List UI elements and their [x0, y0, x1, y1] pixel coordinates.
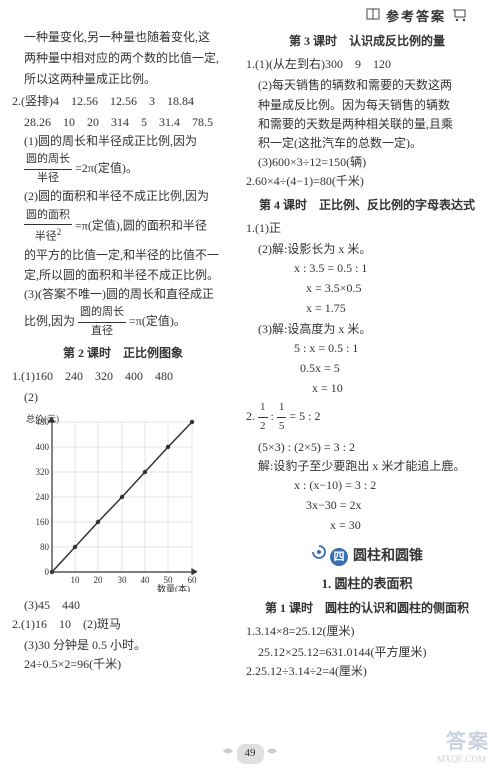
fraction-denominator: 直径	[78, 323, 126, 341]
fraction: 圆的周长 半径	[24, 151, 72, 187]
fraction-denominator: 半径	[24, 170, 72, 188]
svg-text:80: 80	[40, 542, 50, 552]
text-line: (2)	[12, 388, 234, 407]
text-line: (1)圆的周长和半径成正比例,因为	[12, 132, 234, 151]
text-line: (2)解:设影长为 x 米。	[246, 240, 488, 259]
svg-text:320: 320	[36, 467, 50, 477]
equation-line: 0.5x = 5	[246, 359, 488, 378]
cart-icon	[452, 6, 470, 28]
equation-line: x = 3.5×0.5	[246, 279, 488, 298]
equation-tail: =π(定值)。	[129, 314, 186, 328]
text-line: 所以这两种量成正比例。	[12, 70, 234, 89]
text-line: 28.26 10 20 314 5 31.4 78.5	[12, 113, 234, 132]
equation-line: 圆的周长 半径 =2π(定值)。	[12, 151, 234, 187]
svg-text:30: 30	[118, 575, 128, 585]
equation-line: 5 : x = 0.5 : 1	[246, 339, 488, 358]
text-line: 25.12×25.12=631.0144(平方厘米)	[246, 643, 488, 662]
fraction-denominator: 半径2	[24, 225, 72, 246]
svg-text:0: 0	[45, 567, 50, 577]
fraction: 圆的面积 半径2	[24, 207, 72, 247]
text-line: (3)45 440	[12, 596, 234, 615]
text-line: 种量成反比例。因为每天销售的辆数	[246, 96, 488, 115]
text-line: 定,所以圆的面积和半径不成正比例。	[12, 266, 234, 285]
swirl-icon	[311, 549, 330, 563]
equation-line: x = 10	[246, 379, 488, 398]
text-line: (5×3) : (2×5) = 3 : 2	[246, 438, 488, 457]
lesson-title: 第 1 课时 圆柱的认识和圆柱的侧面积	[246, 599, 488, 618]
equation-line: 比例,因为 圆的周长 直径 =π(定值)。	[12, 304, 234, 340]
svg-text:240: 240	[36, 492, 50, 502]
equation-line: x : 3.5 = 0.5 : 1	[246, 259, 488, 278]
text-prefix: 比例,因为	[24, 314, 75, 328]
equation-line: 2. 1 2 : 1 5 = 5 : 2	[246, 399, 488, 435]
text-line: 两种量中相对应的两个数的比值一定,	[12, 49, 234, 68]
right-column: 第 3 课时 认识成反比例的量 1.(1)(从左到右)300 9 120 (2)…	[240, 28, 500, 730]
svg-text:40: 40	[141, 575, 151, 585]
fraction-numerator: 圆的面积	[24, 207, 72, 226]
equation-line: 3x−30 = 2x	[246, 496, 488, 515]
text-line: (2)每天销售的辆数和需要的天数这两	[246, 76, 488, 95]
text-line: 解:设豹子至少要跑出 x 米才能追上鹿。	[246, 457, 488, 476]
fraction-numerator: 圆的周长	[24, 151, 72, 170]
leaf-icon	[266, 747, 278, 759]
text-line: (3)(答案不唯一)圆的周长和直径成正	[12, 285, 234, 304]
text-line: 一种量变化,另一种量也随着变化,这	[12, 28, 234, 47]
text-line: 和需要的天数是两种相关联的量,且乘	[246, 115, 488, 134]
section-title: 第 2 课时 正比例图象	[12, 344, 234, 363]
text-line: (3)600×3÷12=150(辆)	[246, 153, 488, 172]
text-line: 1.(1)正	[246, 219, 488, 238]
equation-line: x : (x−10) = 3 : 2	[246, 476, 488, 495]
text-line: 1.(1)(从左到右)300 9 120	[246, 55, 488, 74]
header-title: 参考答案	[386, 7, 446, 28]
book-icon	[366, 7, 380, 27]
equation-line: 圆的面积 半径2 =π(定值),圆的面积和半径	[12, 207, 234, 247]
fraction-numerator: 1	[258, 399, 268, 418]
line-chart: 总价(元)	[22, 412, 202, 592]
unit-heading: 四 圆柱和圆锥	[246, 544, 488, 568]
text-line: (3)解:设高度为 x 米。	[246, 320, 488, 339]
text-prefix: 2.	[246, 409, 255, 423]
equation-line: x = 30	[246, 516, 488, 535]
leaf-icon	[222, 747, 237, 759]
equation-tail: = 5 : 2	[289, 409, 320, 423]
fraction: 1 2	[258, 399, 268, 435]
text-line: 积一定(这批汽车的总数一定)。	[246, 134, 488, 153]
fraction-numerator: 1	[277, 399, 287, 418]
page-number: 49	[237, 744, 264, 764]
unit-badge: 四	[330, 548, 348, 566]
svg-text:160: 160	[36, 517, 50, 527]
svg-text:10: 10	[71, 575, 81, 585]
text-line: 24÷0.5×2=96(千米)	[12, 655, 234, 674]
equation-tail: =2π(定值)。	[75, 161, 138, 175]
text-line: 2.(竖排)4 12.56 12.56 3 18.84	[12, 92, 234, 111]
left-column: 一种量变化,另一种量也随着变化,这 两种量中相对应的两个数的比值一定, 所以这两…	[0, 28, 240, 730]
svg-text:480: 480	[36, 417, 50, 427]
unit-title: 圆柱和圆锥	[353, 549, 423, 564]
text-line: 2.25.12÷3.14÷2=4(厘米)	[246, 662, 488, 681]
fraction: 圆的周长 直径	[78, 304, 126, 340]
fraction: 1 5	[277, 399, 287, 435]
text-line: 1.(1)160 240 320 400 480	[12, 367, 234, 386]
fraction-denominator: 2	[258, 418, 268, 436]
page-footer: 49	[0, 744, 500, 764]
text-line: 2.60×4÷(4−1)=80(千米)	[246, 172, 488, 191]
text-line: 2.(1)16 10 (2)斑马	[12, 615, 234, 634]
text-line: (2)圆的面积和半径不成正比例,因为	[12, 187, 234, 206]
fraction-numerator: 圆的周长	[78, 304, 126, 323]
chart-x-label: 数量(本)	[157, 583, 190, 592]
svg-text:400: 400	[36, 442, 50, 452]
text-line: 的平方的比值一定,和半径的比值不一	[12, 246, 234, 265]
section-title: 第 4 课时 正比例、反比例的字母表达式	[246, 196, 488, 215]
text-line: 1.3.14×8=25.12(厘米)	[246, 622, 488, 641]
equation-tail: =π(定值),圆的面积和半径	[75, 218, 207, 232]
text-line: (3)30 分钟是 0.5 小时。	[12, 636, 234, 655]
sub-title: 1. 圆柱的表面积	[246, 574, 488, 595]
fraction-denominator: 5	[277, 418, 287, 436]
section-title: 第 3 课时 认识成反比例的量	[246, 32, 488, 51]
svg-text:20: 20	[94, 575, 104, 585]
equation-line: x = 1.75	[246, 299, 488, 318]
